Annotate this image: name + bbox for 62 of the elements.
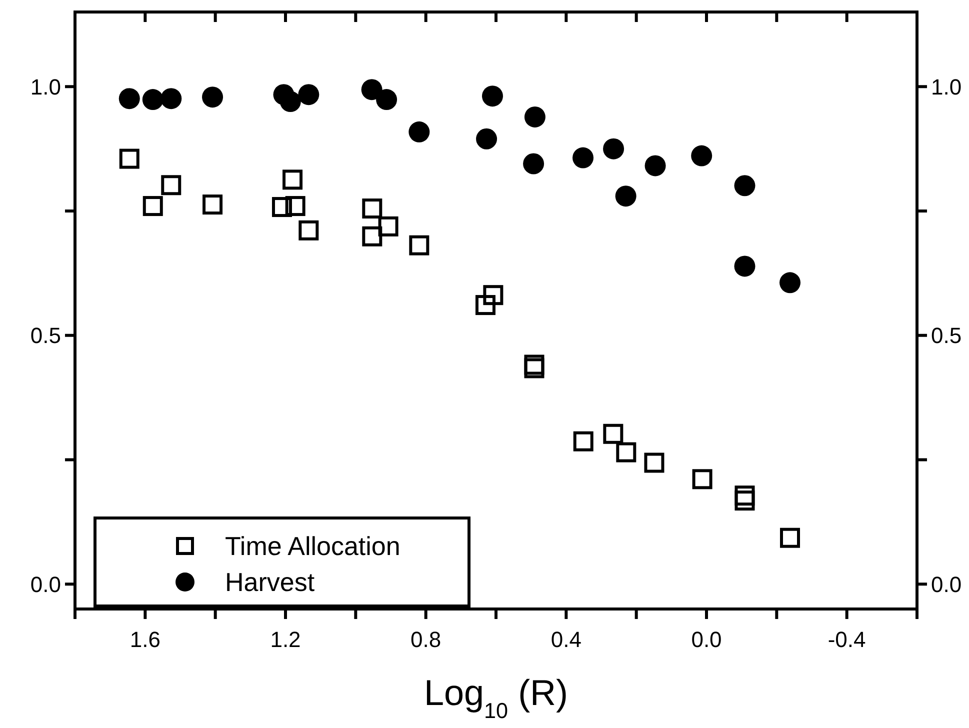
point	[734, 175, 756, 196]
y-tick-label: 1.0	[30, 74, 61, 100]
point	[142, 196, 163, 216]
point	[615, 186, 636, 207]
point	[119, 148, 140, 169]
point	[160, 88, 182, 110]
point	[376, 89, 398, 110]
legend-entry: Time Allocation	[176, 531, 400, 562]
legend-label: Time Allocation	[225, 531, 400, 562]
x-tick-label: 0.8	[410, 627, 442, 652]
point	[476, 128, 498, 150]
point	[142, 89, 164, 110]
point	[282, 170, 303, 190]
point	[482, 86, 503, 107]
point	[362, 226, 382, 246]
point	[202, 86, 224, 108]
legend-label: Harvest	[225, 567, 316, 598]
point	[780, 272, 800, 294]
point	[202, 194, 223, 215]
point	[644, 452, 664, 473]
point	[734, 486, 755, 506]
point	[409, 235, 430, 256]
point	[475, 295, 496, 316]
point	[524, 354, 544, 375]
point	[603, 138, 624, 160]
point	[691, 145, 712, 166]
point	[734, 256, 756, 277]
point	[298, 220, 319, 240]
y2-tick-label: 1.0	[931, 74, 962, 100]
point	[483, 285, 504, 306]
y2-tick-label: 0.5	[931, 323, 962, 348]
y-tick-label: 0.5	[30, 323, 61, 348]
point	[780, 528, 800, 548]
point	[573, 431, 594, 452]
point	[572, 147, 594, 168]
point	[298, 84, 320, 106]
point	[118, 88, 140, 110]
point	[644, 155, 666, 176]
y-tick-label: 0.0	[30, 572, 61, 597]
y2-tick-label: 0.0	[931, 572, 962, 597]
point	[362, 198, 382, 219]
point	[692, 469, 712, 490]
point	[361, 79, 382, 100]
point	[408, 121, 430, 142]
x-tick-label: 1.2	[270, 627, 301, 652]
point	[272, 197, 292, 218]
x-tick-label: 1.6	[130, 627, 160, 652]
point	[524, 106, 546, 128]
x-axis-title: Log$_{10}$ (R)	[424, 672, 568, 722]
point	[616, 442, 636, 462]
x-tick-label: 0.0	[691, 627, 722, 652]
legend-entry: Harvest	[176, 567, 315, 598]
x-tick-label: 0.4	[550, 627, 582, 652]
point	[280, 91, 301, 112]
point	[523, 153, 544, 174]
point	[285, 196, 306, 216]
point	[734, 490, 755, 511]
point	[603, 424, 624, 444]
point	[161, 175, 182, 196]
point	[524, 358, 544, 378]
point	[378, 216, 398, 236]
x-tick-label: -0.4	[828, 627, 866, 652]
